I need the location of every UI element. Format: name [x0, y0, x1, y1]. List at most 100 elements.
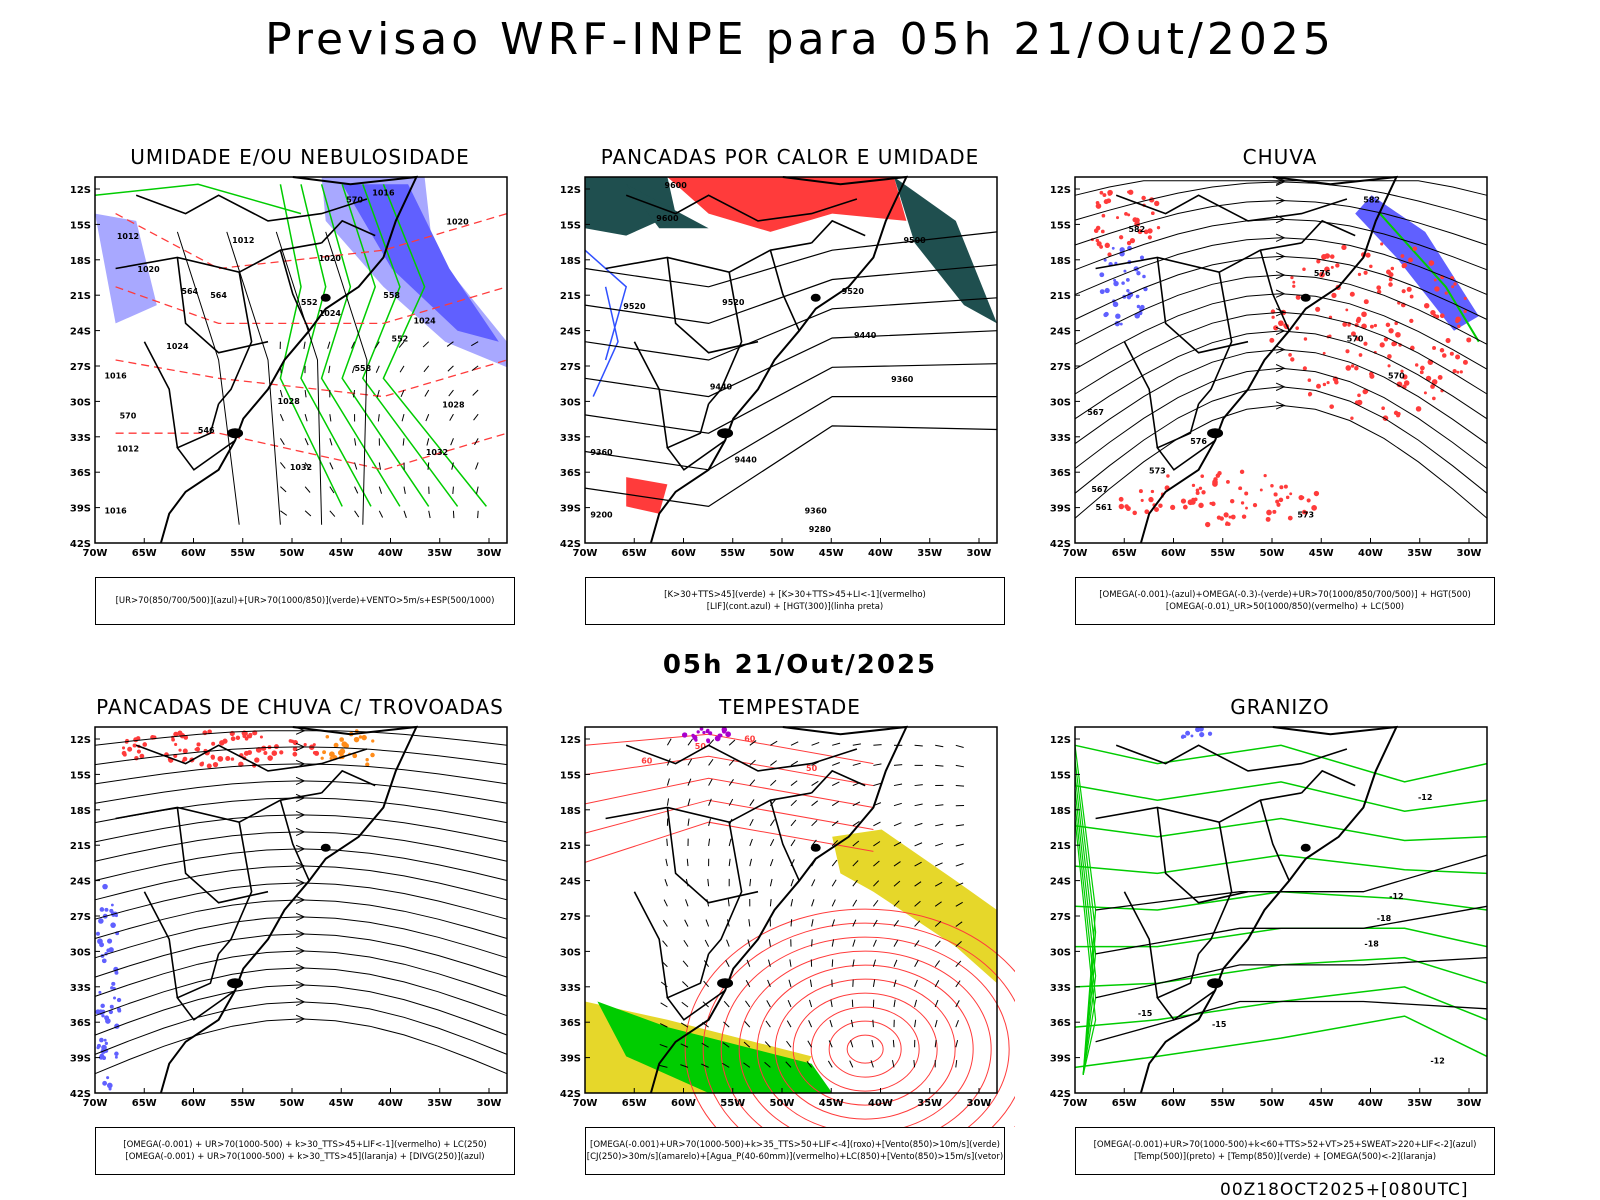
speckle [708, 731, 713, 736]
wind-vector [765, 1020, 771, 1028]
lat-tick-label: 36S [1050, 1018, 1071, 1029]
speckle [1356, 316, 1362, 322]
k-tts-li-area [667, 177, 907, 232]
speckle [1140, 498, 1144, 502]
speckle [1361, 311, 1367, 318]
lon-tick-label: 35W [427, 548, 452, 559]
speckle [1419, 370, 1424, 375]
speckle [702, 730, 706, 735]
lat-tick-label: 30S [1050, 947, 1071, 958]
wind-vector [687, 818, 690, 826]
speckle [1118, 235, 1124, 240]
speckle [1363, 270, 1368, 275]
wind-vector [452, 486, 454, 494]
speckle [1369, 324, 1374, 329]
map-granizo: -12 -12 -18 -15 -15 -18 -12 12S 15S 18S 21S 24S 27S 3… [1050, 725, 1488, 1109]
streamline [94, 984, 508, 1036]
speckle [1445, 337, 1451, 344]
speckle [1147, 235, 1152, 240]
wind-vector [279, 438, 285, 446]
speckle [1388, 277, 1393, 282]
speckle [1275, 499, 1280, 504]
rh-low-levels [320, 184, 401, 507]
lon-tick-label: 65W [622, 548, 647, 559]
speckle [1289, 492, 1293, 496]
lat-tick-label: 36S [560, 1018, 581, 1029]
wind-vector [811, 780, 819, 786]
speckle [1432, 345, 1437, 350]
wind-vector [955, 921, 963, 927]
speckle [1430, 384, 1435, 389]
wind-vector [914, 744, 923, 747]
streamline [94, 1001, 508, 1055]
speckle [1278, 497, 1284, 503]
speckle [1388, 282, 1393, 287]
wind-vector [873, 821, 881, 827]
lagoon [717, 428, 734, 439]
streamline [1074, 237, 1488, 296]
speckle [353, 736, 360, 743]
temp-500-contour [1095, 956, 1488, 999]
wind-vector [934, 862, 943, 867]
wind-vector [374, 341, 380, 349]
contour-label: 9520 [842, 287, 865, 296]
hgt-300-contour [584, 396, 997, 471]
speckle [182, 748, 188, 754]
rh-low-levels [94, 183, 302, 215]
speckle [1459, 370, 1463, 374]
speckle [114, 970, 119, 975]
lat-tick-label: 30S [1050, 397, 1071, 408]
speckle [1345, 308, 1349, 312]
lat-tick-label: 21S [560, 841, 581, 852]
wind-vector [687, 778, 692, 786]
speckle [135, 736, 141, 741]
wind-vector [304, 414, 308, 422]
contour-label: 9280 [809, 525, 832, 534]
speckle [1185, 730, 1191, 736]
streamline [94, 848, 508, 881]
contour-label: 1028 [278, 397, 301, 406]
streamline-arrow [295, 929, 306, 939]
map-base [95, 727, 507, 1093]
state-border [707, 822, 743, 955]
speckle [1101, 213, 1106, 218]
speckle [1335, 263, 1340, 268]
contour-label: 564 [181, 287, 198, 296]
k-tts-area [894, 177, 997, 324]
wind-vector [728, 798, 734, 806]
speckle [106, 948, 111, 953]
speckle [1302, 267, 1306, 272]
state-border [279, 249, 310, 332]
contour-label: 573 [1149, 466, 1166, 475]
wind-vector [808, 1020, 813, 1028]
wind-vector [787, 999, 792, 1008]
speckle [1127, 190, 1131, 194]
wind-vector [708, 838, 711, 847]
speckle [1223, 512, 1229, 518]
temp-850-contour [1074, 1015, 1488, 1069]
wind-vector [935, 804, 944, 807]
wind-vector [402, 438, 405, 446]
contour-label: 9440 [854, 331, 877, 340]
speckle [108, 1009, 113, 1015]
wind-vector [852, 899, 858, 907]
lon-tick-label: 65W [132, 1098, 157, 1109]
temp-850-contour [1074, 781, 1488, 812]
speckle [365, 758, 369, 762]
lat-tick-label: 30S [70, 947, 91, 958]
wind-vector [473, 413, 479, 421]
contour-label: 1024 [413, 316, 436, 325]
speckle [1326, 380, 1330, 385]
panel-title: UMIDADE E/OU NEBULOSIDADE [130, 145, 470, 169]
speckle [322, 750, 327, 755]
speckle [1395, 331, 1401, 338]
wind-vector [809, 999, 813, 1008]
lat-tick-label: 27S [70, 912, 91, 923]
wind-vector [935, 823, 944, 827]
lat-tick-label: 39S [1050, 1054, 1071, 1065]
lon-tick-label: 55W [230, 1098, 255, 1109]
panel-legend: [OMEGA(-0.001)+UR>70(1000-500)+k<60+TTS>… [1075, 1127, 1495, 1175]
wind-vector [872, 939, 877, 947]
speckle [279, 750, 284, 755]
